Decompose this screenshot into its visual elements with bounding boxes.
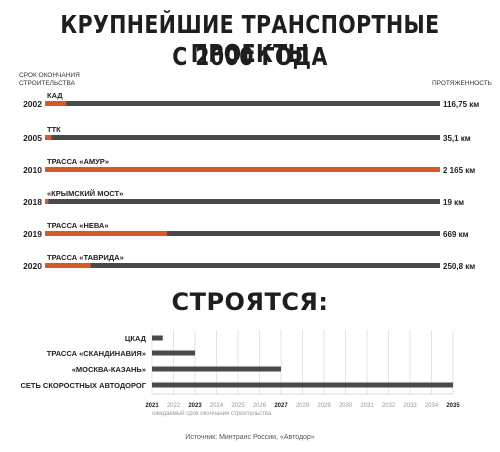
completion-year-header: СРОК ОКОНЧАНИЯ СТРОИТЕЛЬСТВА xyxy=(19,72,80,87)
project-name-label: ТРАССА «АМУР» xyxy=(47,157,109,166)
length-value-label: 669 км xyxy=(443,230,469,239)
source-note: Источник: Минтранс России, «Автодор» xyxy=(185,434,315,441)
year-label: 2020 xyxy=(23,261,42,271)
x-tick-label: 2030 xyxy=(339,403,353,409)
bar-length xyxy=(45,135,52,140)
length-value-label: 250,8 км xyxy=(443,262,475,271)
x-tick-label: 2021 xyxy=(145,403,159,409)
project-name-label: ТТК xyxy=(47,125,61,134)
year-label: 2010 xyxy=(23,165,42,175)
bar-length xyxy=(45,101,67,106)
project-name-label: ЦКАД xyxy=(125,334,147,343)
chart-title-line2: С 2000 ГОДА xyxy=(172,42,328,71)
section-under-construction-title: СТРОЯТСЯ: xyxy=(171,288,329,316)
bar-duration xyxy=(152,366,281,372)
bar-track xyxy=(45,101,440,106)
bar-track xyxy=(45,263,440,268)
project-name-label: «МОСКВА-КАЗАНЬ» xyxy=(72,365,146,374)
x-tick-label: 2032 xyxy=(382,403,396,409)
bar-duration xyxy=(152,382,453,388)
bar-track xyxy=(45,199,440,204)
year-label: 2005 xyxy=(23,133,42,143)
bar-duration xyxy=(152,350,195,356)
x-tick-label: 2029 xyxy=(317,403,331,409)
x-axis-label: ожидаемый срок окончания строительства xyxy=(152,410,272,417)
length-value-label: 19 км xyxy=(443,198,464,207)
x-tick-label: 2035 xyxy=(446,403,460,409)
year-label: 2002 xyxy=(23,99,42,109)
bar-length xyxy=(45,199,49,204)
bar-track xyxy=(45,231,440,236)
x-tick-label: 2022 xyxy=(167,403,181,409)
bar-track xyxy=(45,135,440,140)
bar-length xyxy=(45,231,168,236)
project-name-label: ТРАССА «НЕВА» xyxy=(47,221,109,230)
x-tick-label: 2023 xyxy=(188,403,202,409)
length-value-label: 116,75 км xyxy=(443,100,479,109)
length-value-label: 35,1 км xyxy=(443,134,471,143)
project-name-label: «КРЫМСКИЙ МОСТ» xyxy=(47,189,123,198)
project-name-label: КАД xyxy=(47,91,63,100)
length-value-label: 2 165 км xyxy=(443,166,475,175)
x-tick-label: 2028 xyxy=(296,403,310,409)
year-label: 2018 xyxy=(23,197,42,207)
bar-length xyxy=(45,167,440,172)
x-tick-label: 2031 xyxy=(360,403,374,409)
x-tick-label: 2024 xyxy=(210,403,224,409)
x-tick-label: 2025 xyxy=(231,403,245,409)
x-tick-label: 2034 xyxy=(425,403,439,409)
length-header: ПРОТЯЖЕННОСТЬ xyxy=(432,80,492,87)
x-tick-label: 2033 xyxy=(403,403,417,409)
project-name-label: СЕТЬ СКОРОСТНЫХ АВТОДОРОГ xyxy=(20,381,146,390)
chart-title-line1: КРУПНЕЙШИЕ ТРАНСПОРТНЫЕ ПРОЕКТЫ xyxy=(60,10,440,68)
project-name-label: ТРАССА «ТАВРИДА» xyxy=(47,253,124,262)
year-label: 2019 xyxy=(23,229,42,239)
bar-duration xyxy=(152,335,163,341)
x-tick-label: 2026 xyxy=(253,403,267,409)
project-name-label: ТРАССА «СКАНДИНАВИЯ» xyxy=(47,349,146,358)
x-tick-label: 2027 xyxy=(274,403,288,409)
bar-length xyxy=(45,263,91,268)
